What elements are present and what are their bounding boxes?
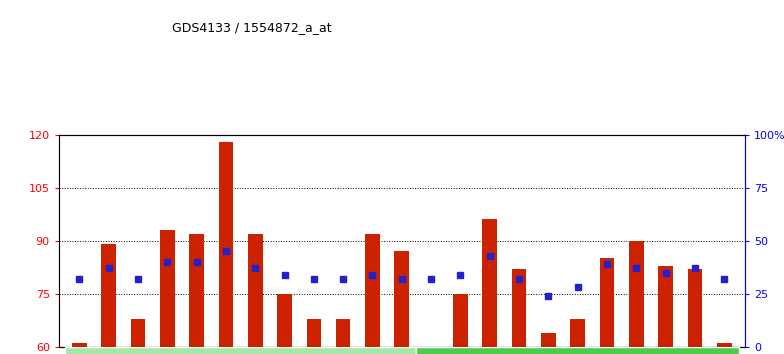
Bar [160,230,175,347]
Text: GDS4133 / 1554872_a_at: GDS4133 / 1554872_a_at [172,21,332,34]
Bar [512,269,526,347]
Bar [416,347,739,354]
Bar [571,319,585,347]
Bar [219,142,233,347]
Bar [717,343,731,347]
Bar [189,234,204,347]
Bar [453,294,468,347]
Bar [659,266,673,347]
Bar [688,269,702,347]
Bar [541,333,556,347]
Bar [365,234,379,347]
Bar [64,347,416,354]
Bar [600,258,615,347]
Bar [482,219,497,347]
Bar [248,234,263,347]
Bar [629,241,644,347]
Bar [101,244,116,347]
Bar [307,319,321,347]
Bar [336,319,350,347]
Bar [394,251,409,347]
Bar [72,343,87,347]
Bar [131,319,145,347]
Bar [278,294,292,347]
